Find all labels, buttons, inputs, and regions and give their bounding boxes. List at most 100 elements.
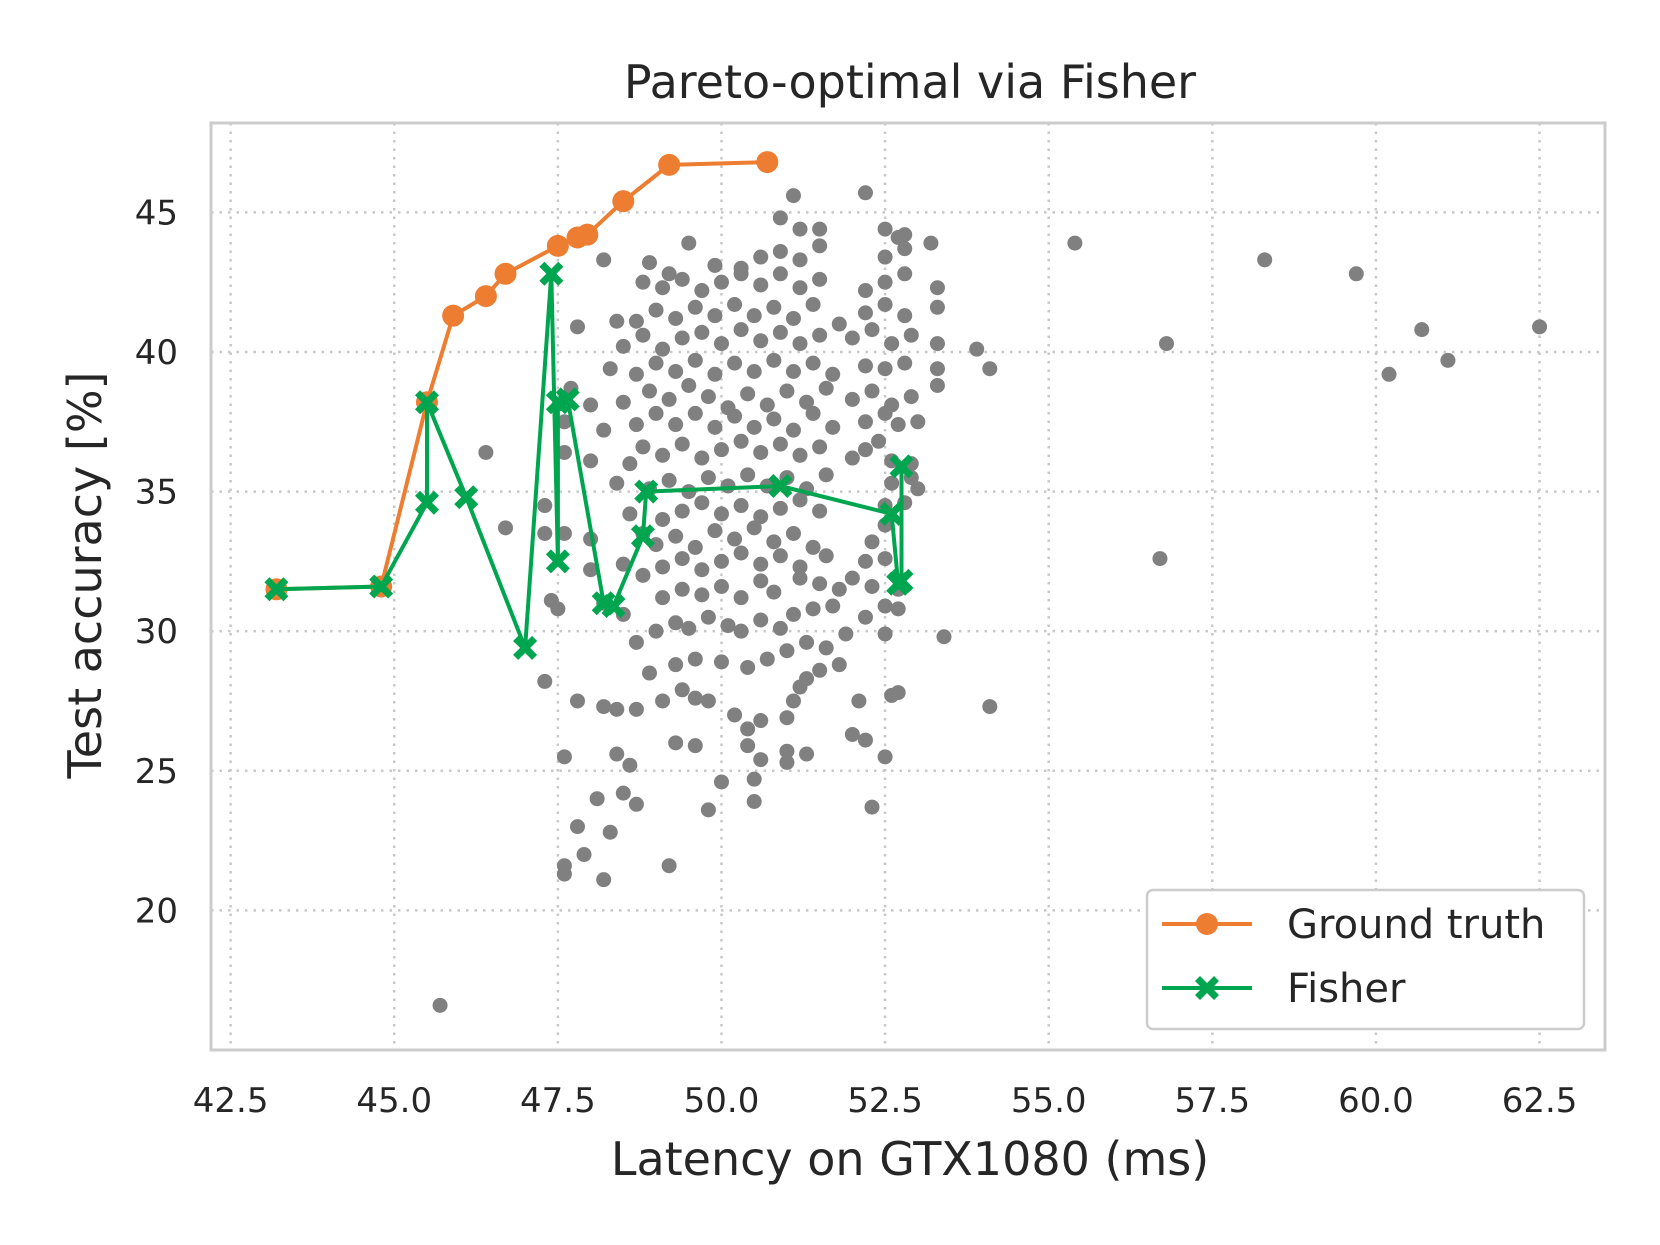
scatter-point <box>740 386 756 402</box>
series-marker <box>889 568 914 593</box>
scatter-point <box>733 260 749 276</box>
scatter-point <box>772 500 788 516</box>
scatter-point <box>1348 266 1364 282</box>
scatter-point <box>799 671 815 687</box>
scatter-point <box>969 341 985 357</box>
scatter-point <box>897 266 913 282</box>
scatter-point <box>864 579 880 594</box>
scatter-point <box>929 280 945 296</box>
scatter-point <box>857 732 873 748</box>
scatter-point <box>713 553 729 569</box>
scatter-point <box>681 620 697 636</box>
scatter-point <box>792 252 808 268</box>
scatter-point <box>713 274 729 290</box>
scatter-point <box>772 548 788 564</box>
scatter-point <box>713 506 729 522</box>
scatter-point <box>825 366 841 382</box>
scatter-point <box>668 657 684 673</box>
series-marker <box>601 594 626 618</box>
series-marker <box>454 485 479 510</box>
scatter-point <box>785 693 801 709</box>
scatter-point <box>929 361 945 377</box>
scatter-point <box>857 358 873 374</box>
scatter-point <box>857 553 873 569</box>
scatter-point <box>772 620 788 636</box>
scatter-point <box>844 330 860 346</box>
scatter-point <box>779 643 795 659</box>
scatter-point <box>727 296 743 312</box>
scatter-point <box>713 442 729 458</box>
y-tick-label: 30 <box>135 612 178 652</box>
legend-x-marker <box>1195 976 1219 1000</box>
scatter-point <box>700 389 716 405</box>
scatter-point <box>812 238 828 254</box>
scatter-point <box>615 338 631 354</box>
scatter-point <box>766 584 782 600</box>
series-marker <box>474 285 497 308</box>
scatter-point <box>583 397 599 413</box>
x-tick-label: 50.0 <box>684 1081 760 1121</box>
scatter-point <box>805 601 821 617</box>
scatter-point <box>569 819 585 835</box>
series-marker <box>576 223 599 246</box>
scatter-point <box>622 456 638 472</box>
x-axis-label: Latency on GTX1080 (ms) <box>611 1132 1209 1186</box>
scatter-point <box>753 509 769 525</box>
scatter-point <box>1532 319 1548 335</box>
scatter-point <box>746 771 762 787</box>
scatter-point <box>655 693 671 709</box>
scatter-point <box>785 188 801 204</box>
scatter-point <box>792 570 808 586</box>
scatter-point <box>812 327 828 343</box>
scatter-point <box>615 394 631 410</box>
scatter-point <box>713 336 729 352</box>
series-fisher <box>264 261 914 660</box>
scatter-point <box>772 243 788 259</box>
scatter-point <box>799 634 815 650</box>
series-marker <box>889 454 914 479</box>
scatter-point <box>635 439 651 455</box>
scatter-point <box>805 355 821 371</box>
scatter-point <box>884 397 900 413</box>
scatter-point <box>877 221 893 237</box>
scatter-point <box>877 626 893 642</box>
scatter-point <box>655 559 671 575</box>
scatter-point <box>864 534 880 550</box>
x-tick-label: 42.5 <box>193 1081 269 1121</box>
scatter-point <box>864 383 880 399</box>
scatter-point <box>857 305 873 321</box>
scatter-point <box>936 629 952 645</box>
scatter-point <box>857 442 873 458</box>
scatter-point <box>785 422 801 438</box>
scatter-point <box>687 352 703 368</box>
scatter-point <box>628 313 644 329</box>
series-marker <box>539 261 564 286</box>
scatter-point <box>929 299 945 315</box>
scatter-point <box>857 185 873 201</box>
scatter-point <box>746 419 762 435</box>
x-tick-label: 57.5 <box>1174 1081 1250 1121</box>
scatter-point <box>655 447 671 463</box>
scatter-point <box>753 277 769 293</box>
scatter-point <box>857 283 873 299</box>
scatter-point <box>929 336 945 352</box>
scatter-point <box>1152 551 1168 567</box>
scatter-point <box>884 475 900 491</box>
scatter-point <box>740 721 756 737</box>
background-scatter <box>432 185 1548 1013</box>
x-axis-ticks: 42.5 45.0 47.5 50.0 52.5 55.0 57.5 60.0 62.5 <box>193 1081 1578 1121</box>
scatter-point <box>890 417 906 433</box>
scatter-point <box>844 726 860 742</box>
scatter-point <box>707 308 723 324</box>
scatter-point <box>609 701 625 717</box>
scatter-point <box>498 520 514 536</box>
scatter-point <box>478 444 494 460</box>
series-marker <box>415 490 439 515</box>
y-tick-label: 40 <box>135 333 178 373</box>
scatter-point <box>851 693 867 709</box>
scatter-point <box>602 361 618 377</box>
scatter-point <box>569 319 585 335</box>
scatter-point <box>596 872 612 888</box>
scatter-point <box>753 333 769 349</box>
